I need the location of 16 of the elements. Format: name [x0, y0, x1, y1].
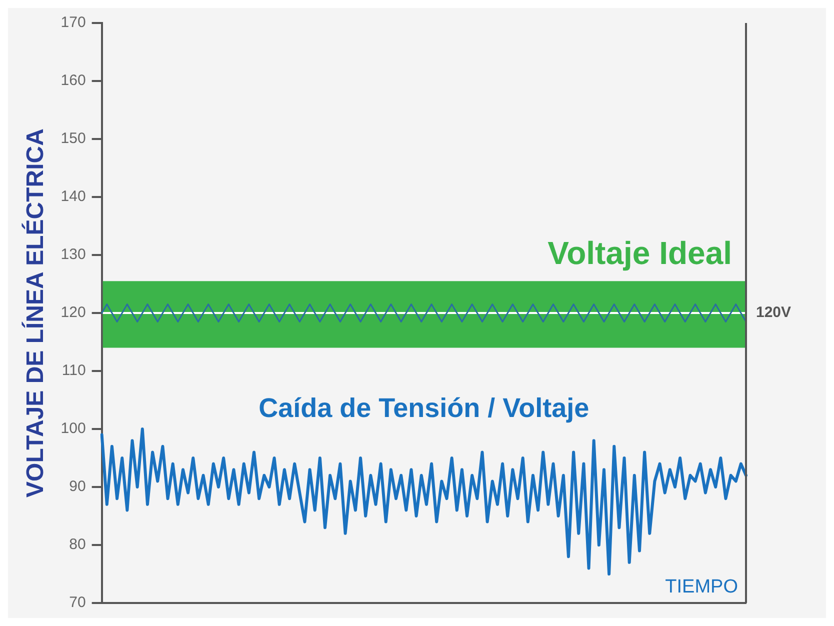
y-tick-label: 140	[60, 188, 86, 206]
y-tick-label: 150	[60, 130, 86, 148]
series-label: Caída de Tensión / Voltaje	[258, 393, 590, 424]
y-axis-title: VOLTAJE DE LÍNEA ELÉCTRICA	[21, 128, 50, 498]
y-tick-label: 160	[60, 72, 86, 90]
y-tick-label: 90	[69, 478, 86, 496]
y-tick-label: 70	[69, 594, 86, 612]
y-tick-label: 80	[69, 536, 86, 554]
y-tick-label: 120	[60, 304, 86, 322]
y-tick-label: 100	[60, 420, 86, 438]
ref-line-label: 120V	[756, 304, 792, 322]
band-label: Voltaje Ideal	[548, 234, 732, 271]
x-axis-title: TIEMPO	[665, 576, 738, 598]
y-tick-label: 130	[60, 246, 86, 264]
y-tick-label: 170	[60, 14, 86, 32]
y-tick-label: 110	[62, 362, 86, 380]
